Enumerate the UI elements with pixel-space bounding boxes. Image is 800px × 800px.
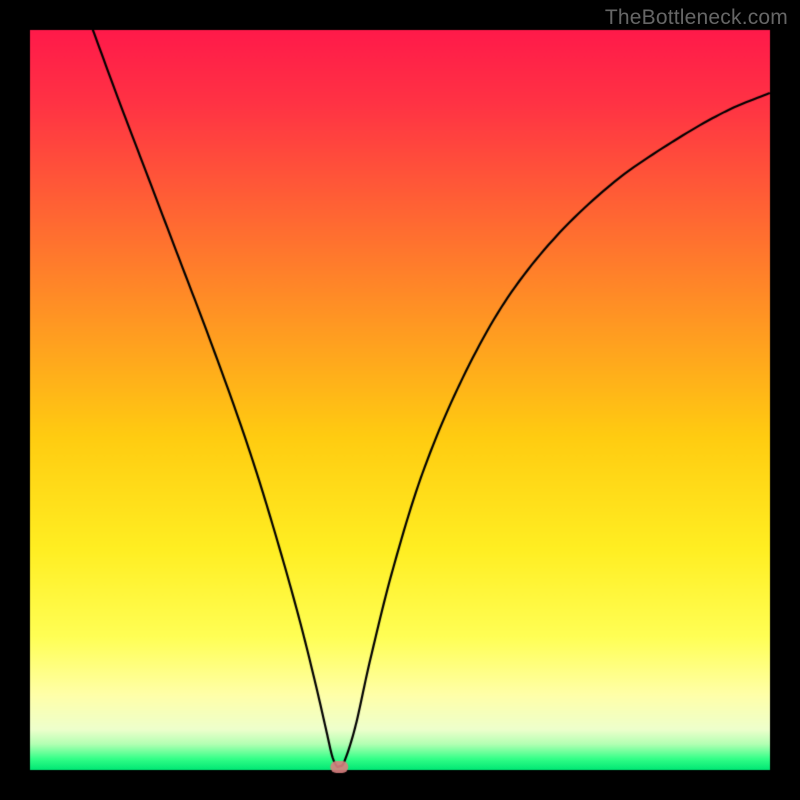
chart-container: TheBottleneck.com [0,0,800,800]
bottleneck-curve-chart [0,0,800,800]
watermark-text: TheBottleneck.com [605,6,788,30]
